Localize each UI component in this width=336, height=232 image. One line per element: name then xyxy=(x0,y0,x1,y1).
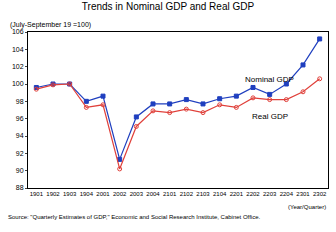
svg-text:1904: 1904 xyxy=(80,191,94,197)
svg-text:2102: 2102 xyxy=(180,191,194,197)
svg-text:106: 106 xyxy=(12,28,24,35)
svg-text:102: 102 xyxy=(12,63,24,70)
svg-text:Nominal GDP: Nominal GDP xyxy=(245,75,294,84)
svg-text:2202: 2202 xyxy=(246,191,260,197)
svg-text:94: 94 xyxy=(16,132,24,139)
svg-text:Source: "Quarterly Estimates o: Source: "Quarterly Estimates of GDP," Ec… xyxy=(8,214,260,220)
svg-text:2301: 2301 xyxy=(296,191,310,197)
svg-text:2003: 2003 xyxy=(130,191,144,197)
svg-text:1903: 1903 xyxy=(63,191,77,197)
svg-text:(July-September 19 =100): (July-September 19 =100) xyxy=(10,21,91,29)
svg-text:2203: 2203 xyxy=(263,191,277,197)
svg-text:2204: 2204 xyxy=(280,191,294,197)
svg-text:2101: 2101 xyxy=(163,191,177,197)
svg-text:90: 90 xyxy=(16,167,24,174)
svg-text:100: 100 xyxy=(12,80,24,87)
svg-text:2004: 2004 xyxy=(146,191,160,197)
svg-text:2104: 2104 xyxy=(213,191,227,197)
svg-text:96: 96 xyxy=(16,115,24,122)
svg-text:2001: 2001 xyxy=(96,191,110,197)
svg-text:(Year/Quarter): (Year/Quarter) xyxy=(288,204,326,210)
svg-text:Trends in Nominal GDP and Real: Trends in Nominal GDP and Real GDP xyxy=(82,1,255,12)
svg-text:88: 88 xyxy=(16,184,24,191)
svg-text:1901: 1901 xyxy=(30,191,44,197)
svg-text:98: 98 xyxy=(16,98,24,105)
svg-text:2302: 2302 xyxy=(313,191,327,197)
svg-text:104: 104 xyxy=(12,46,24,53)
svg-text:2002: 2002 xyxy=(113,191,127,197)
svg-text:Real GDP: Real GDP xyxy=(252,112,288,121)
svg-text:92: 92 xyxy=(16,150,24,157)
svg-text:1902: 1902 xyxy=(46,191,60,197)
svg-text:2201: 2201 xyxy=(230,191,244,197)
svg-text:2103: 2103 xyxy=(196,191,210,197)
